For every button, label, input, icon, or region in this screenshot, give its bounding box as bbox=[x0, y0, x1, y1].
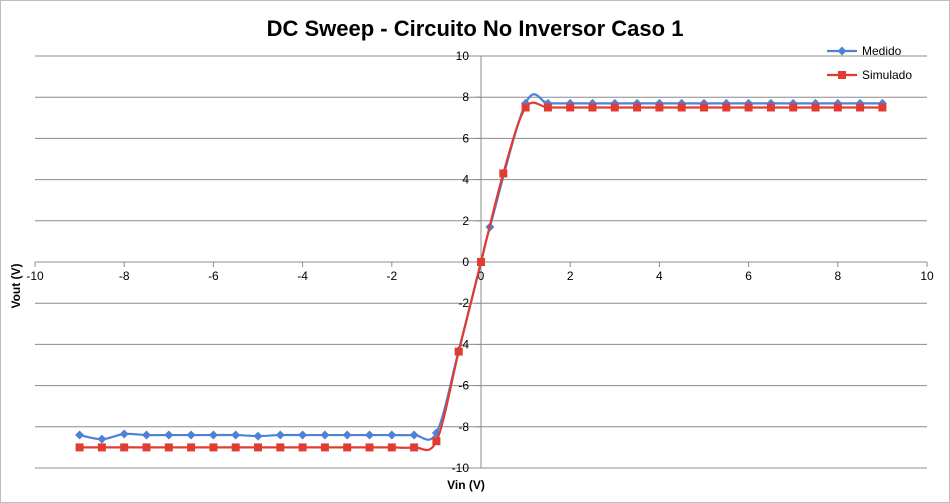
data-point bbox=[231, 430, 241, 440]
legend-marker bbox=[838, 71, 846, 79]
y-tick-label: 0 bbox=[462, 255, 469, 269]
data-point bbox=[120, 443, 129, 452]
y-tick-label: 8 bbox=[462, 90, 469, 104]
data-point bbox=[276, 443, 285, 452]
data-point bbox=[209, 443, 218, 452]
legend-marker bbox=[837, 46, 847, 56]
x-tick-label: -10 bbox=[26, 269, 44, 283]
data-point bbox=[722, 103, 731, 112]
y-tick-label: -2 bbox=[458, 296, 469, 310]
data-point bbox=[298, 430, 308, 440]
series-layer bbox=[75, 93, 887, 452]
data-point bbox=[477, 258, 485, 266]
data-point bbox=[499, 169, 508, 178]
data-point bbox=[387, 430, 397, 440]
series-simulado bbox=[75, 101, 887, 452]
x-tick-label: -6 bbox=[208, 269, 219, 283]
data-point bbox=[208, 430, 218, 440]
data-point bbox=[231, 443, 240, 452]
y-tick-label: -10 bbox=[452, 461, 470, 475]
y-axis-title: Vout (V) bbox=[9, 263, 23, 308]
x-tick-label: 0 bbox=[478, 269, 485, 283]
y-tick-label: -8 bbox=[458, 420, 469, 434]
data-point bbox=[298, 443, 307, 452]
legend-item-medido: Medido bbox=[827, 44, 902, 58]
data-point bbox=[610, 103, 619, 112]
data-point bbox=[588, 103, 597, 112]
data-point bbox=[700, 103, 708, 112]
x-tick-label: 6 bbox=[745, 269, 752, 283]
data-point bbox=[409, 430, 419, 440]
data-point bbox=[275, 430, 285, 440]
data-point bbox=[387, 443, 396, 452]
y-tick-label: -6 bbox=[458, 379, 469, 393]
data-point bbox=[878, 103, 887, 112]
y-tick-label: 2 bbox=[462, 214, 469, 228]
legend-item-simulado: Simulado bbox=[827, 68, 912, 82]
data-point bbox=[142, 443, 151, 452]
y-tick-label: 4 bbox=[462, 173, 469, 187]
data-point bbox=[789, 103, 798, 112]
data-point bbox=[320, 443, 329, 452]
data-point bbox=[543, 103, 552, 112]
x-tick-label: -4 bbox=[297, 269, 308, 283]
x-tick-label: 2 bbox=[567, 269, 574, 283]
legend-label: Simulado bbox=[862, 68, 912, 82]
data-point bbox=[186, 430, 196, 440]
data-point bbox=[320, 430, 330, 440]
data-point bbox=[566, 103, 575, 112]
data-point bbox=[454, 347, 463, 356]
data-point bbox=[164, 430, 174, 440]
data-point bbox=[342, 430, 352, 440]
data-point bbox=[75, 443, 84, 452]
legend: Medido Simulado bbox=[827, 44, 912, 82]
data-point bbox=[97, 443, 106, 452]
x-axis-title: Vin (V) bbox=[447, 478, 485, 492]
legend-label: Medido bbox=[862, 44, 902, 58]
data-point bbox=[521, 103, 530, 112]
data-point bbox=[75, 430, 85, 440]
data-point bbox=[142, 430, 151, 440]
data-point bbox=[633, 103, 642, 112]
y-tick-label: 10 bbox=[456, 49, 470, 63]
data-point bbox=[187, 443, 196, 452]
data-point bbox=[365, 443, 374, 452]
chart-title: DC Sweep - Circuito No Inversor Caso 1 bbox=[267, 16, 684, 41]
data-point bbox=[410, 443, 419, 452]
data-point bbox=[677, 103, 686, 112]
data-point bbox=[119, 429, 129, 439]
data-point bbox=[744, 103, 753, 112]
data-point bbox=[97, 434, 107, 444]
x-tick-label: 4 bbox=[656, 269, 663, 283]
y-tick-label: -4 bbox=[458, 337, 469, 351]
y-tick-label: 6 bbox=[462, 131, 469, 145]
data-point bbox=[811, 103, 820, 112]
data-point bbox=[856, 103, 865, 112]
data-point bbox=[833, 103, 842, 112]
data-point bbox=[432, 437, 441, 446]
x-tick-label: 10 bbox=[920, 269, 934, 283]
x-tick-label: 8 bbox=[834, 269, 841, 283]
x-tick-label: -8 bbox=[119, 269, 130, 283]
x-tick-label: -2 bbox=[386, 269, 397, 283]
data-point bbox=[365, 430, 374, 440]
data-point bbox=[343, 443, 352, 452]
data-point bbox=[766, 103, 775, 112]
data-point bbox=[253, 431, 263, 441]
data-point bbox=[254, 443, 262, 452]
data-point bbox=[655, 103, 664, 112]
data-point bbox=[164, 443, 173, 452]
tick-labels: -10 -8 -6 -4 -2 0 2 4 6 8 10 -10 -8 -6 -4 -2 0 2 4 6 8 10 bbox=[26, 49, 934, 475]
